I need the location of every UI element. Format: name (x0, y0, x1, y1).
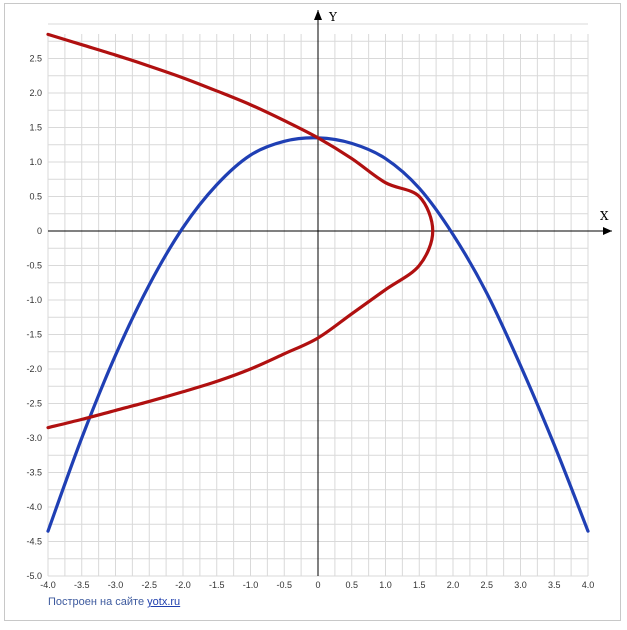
tick-labels: -4.0 -3.5 -3.0 -2.5 -2.0 -1.5 -1.0 -0.5 0 0.5 1.0 1… (26, 54, 594, 591)
x-axis-label: X (600, 209, 609, 223)
y-axis-label: Y (328, 10, 338, 24)
y-tick-label: -2.0 (26, 364, 42, 374)
y-tick-label: -2.5 (26, 399, 42, 409)
chart-frame (4, 3, 621, 621)
y-tick-label: -4.0 (26, 502, 42, 512)
site-credit: Построен на сайте yotx.ru (48, 596, 180, 608)
x-tick-label: 2.5 (480, 580, 493, 590)
y-tick-label: -3.0 (26, 433, 42, 443)
x-tick-label: -2.0 (175, 580, 191, 590)
y-tick-label: -5.0 (26, 571, 42, 581)
x-tick-label: 0 (315, 580, 320, 590)
y-tick-label: 1.0 (29, 157, 42, 167)
x-tick-label: -2.5 (141, 580, 157, 590)
y-tick-label: 2.0 (29, 88, 42, 98)
y-axis-arrow (314, 10, 322, 20)
series-line-red (46, 32, 435, 430)
y-tick-label: -0.5 (26, 261, 42, 271)
y-tick-label: 2.5 (29, 54, 42, 64)
x-axis-arrow (603, 227, 612, 235)
x-tick-label: 1.0 (379, 580, 392, 590)
y-tick-label: -1.5 (26, 330, 42, 340)
y-tick-label: -3.5 (26, 468, 42, 478)
x-tick-label: 3.5 (548, 580, 561, 590)
y-tick-label: -1.0 (26, 295, 42, 305)
x-tick-label: 4.0 (582, 580, 595, 590)
x-tick-label: 3.0 (514, 580, 527, 590)
x-tick-label: -4.0 (40, 580, 56, 590)
credit-link[interactable]: yotx.ru (147, 596, 181, 608)
x-tick-label: -3.0 (108, 580, 124, 590)
x-tick-label: 2.0 (447, 580, 460, 590)
x-tick-label: -0.5 (276, 580, 292, 590)
x-tick-label: 0.5 (345, 580, 358, 590)
x-tick-label: -1.0 (243, 580, 259, 590)
y-tick-label: -4.5 (26, 537, 42, 547)
y-tick-label: 0 (37, 226, 42, 236)
y-tick-label: 0.5 (29, 192, 42, 202)
x-tick-label: 1.5 (413, 580, 426, 590)
credit-text: Построен на сайте (48, 596, 148, 608)
axes (48, 10, 612, 576)
y-tick-label: 1.5 (29, 123, 42, 133)
series-group (46, 32, 590, 533)
x-tick-label: -1.5 (209, 580, 225, 590)
x-tick-label: -3.5 (74, 580, 90, 590)
